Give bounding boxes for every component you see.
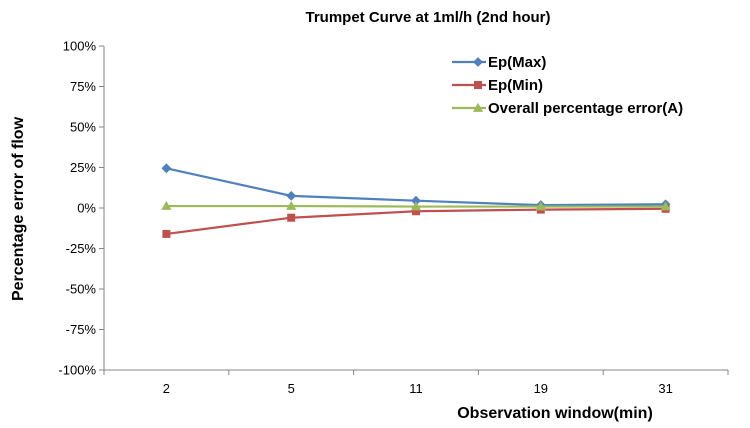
legend-label: Ep(Max) [488, 54, 546, 71]
legend-marker [472, 102, 484, 112]
data-point [535, 201, 546, 211]
y-tick-label: 100% [63, 39, 97, 54]
data-point [660, 201, 671, 211]
data-point [161, 200, 172, 210]
legend-item: Ep(Max) [452, 54, 546, 71]
data-point [286, 200, 297, 210]
legend-marker [473, 57, 483, 67]
data-point [286, 190, 297, 201]
legend: Ep(Max) Ep(Min) Overall percentage error(A… [452, 54, 683, 117]
x-axis-title: Observation window(min) [457, 405, 653, 422]
legend-label: Ep(Min) [488, 77, 543, 94]
y-tick-label: -75% [66, 322, 97, 337]
x-tick-label: 31 [658, 381, 672, 396]
y-axis-title: Percentage error of flow [10, 116, 27, 301]
y-tick-label: 75% [70, 79, 96, 94]
axes: 100% 75% 50% 25% 0% -25% -50% -75% -100% 2 5 11 19 31 [58, 39, 729, 396]
chart-title: Trumpet Curve at 1ml/h (2nd hour) [305, 9, 550, 26]
legend-item: Overall percentage error(A) [452, 100, 683, 117]
y-tick-label: 50% [70, 120, 96, 135]
y-tick-label: -50% [66, 282, 97, 297]
y-tick-label: -100% [58, 363, 96, 378]
data-point [161, 163, 172, 174]
data-point [162, 229, 171, 238]
data-point [410, 201, 422, 211]
x-tick-label: 5 [288, 381, 295, 396]
legend-marker [474, 81, 482, 89]
y-tick-label: -25% [66, 241, 97, 256]
data-point [287, 213, 296, 222]
series-1 [161, 163, 671, 210]
x-tick-label: 11 [409, 381, 423, 396]
legend-item: Ep(Min) [452, 77, 543, 94]
series-layer [161, 163, 671, 238]
x-tick-label: 19 [534, 381, 548, 396]
legend-label: Overall percentage error(A) [488, 100, 683, 117]
y-tick-label: 25% [70, 160, 96, 175]
series-3 [161, 200, 671, 211]
y-tick-label: 0% [77, 201, 96, 216]
x-tick-label: 2 [163, 381, 170, 396]
